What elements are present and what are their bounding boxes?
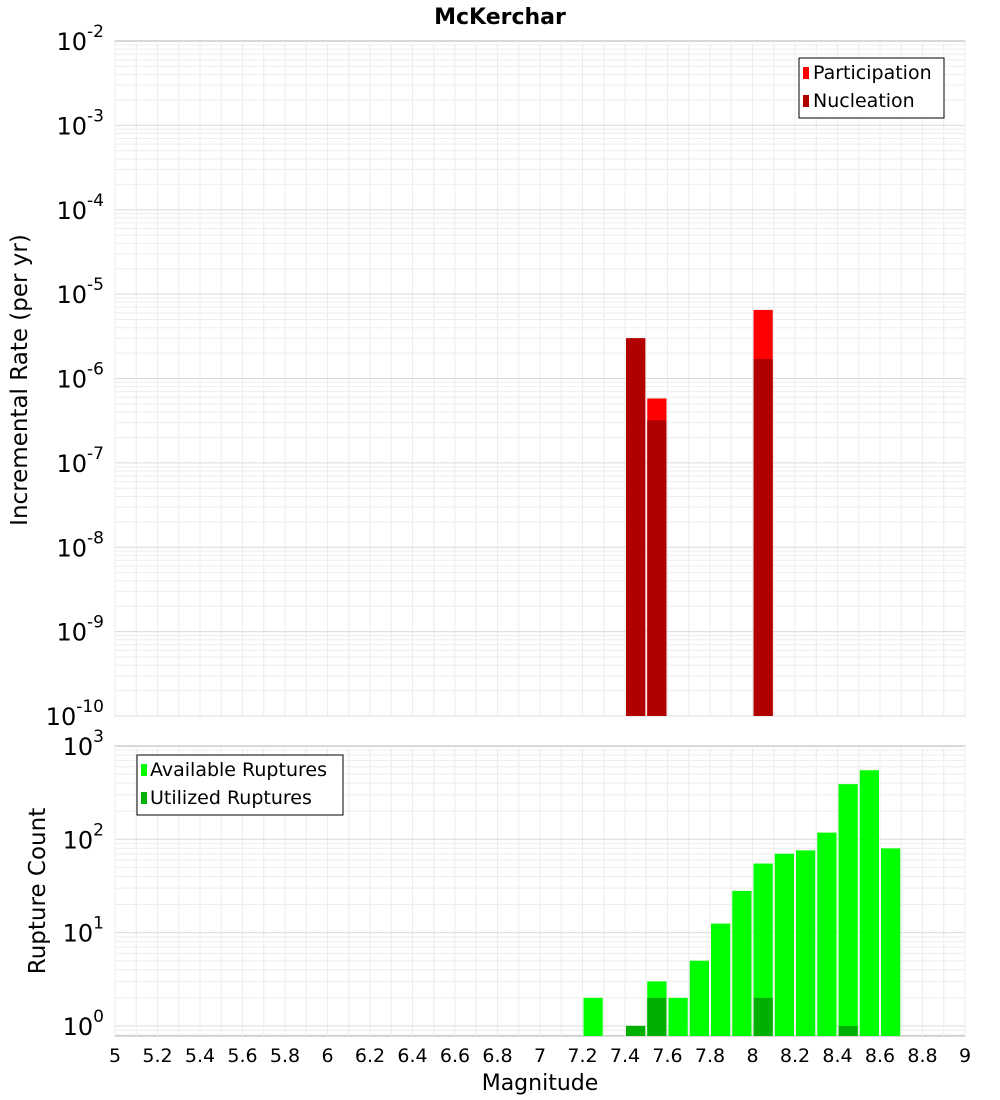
rate-y-tick-label: 10-3 — [57, 106, 105, 140]
rate-bars — [626, 309, 773, 716]
x-tick-label: 8.8 — [907, 1045, 937, 1067]
participation-legend-swatch — [803, 67, 809, 79]
count-bar-available-ruptures — [668, 997, 688, 1036]
rate-bar-nucleation — [626, 338, 646, 716]
count-bar-utilized-ruptures — [647, 997, 667, 1036]
count-bar-available-ruptures — [711, 923, 731, 1036]
rate-legend: Participation Nucleation — [798, 57, 945, 119]
count-bar-available-ruptures — [732, 890, 752, 1036]
count-bars — [583, 770, 901, 1036]
chart-title: McKerchar — [434, 5, 566, 30]
count-panel: 100 101 102 103 5 5.2 5.4 5.6 5.8 6 6.2 6.4 6.6 6.8 7… — [25, 727, 971, 1096]
count-bar-utilized-ruptures — [838, 1025, 858, 1036]
count-bar-available-ruptures — [689, 960, 709, 1036]
x-tick-label: 5.8 — [270, 1045, 300, 1067]
x-tick-label: 8.6 — [865, 1045, 895, 1067]
count-y-tick-labels: 100 101 102 103 — [63, 727, 104, 1041]
rate-y-tick-label: 10-7 — [57, 444, 105, 478]
rate-bar-nucleation — [647, 420, 667, 716]
count-bar-available-ruptures — [859, 770, 879, 1036]
rate-y-axis-label: Incremental Rate (per yr) — [7, 234, 33, 526]
x-tick-label: 5.6 — [227, 1045, 257, 1067]
count-legend: Available Ruptures Utilized Ruptures — [136, 754, 344, 816]
count-bar-available-ruptures — [817, 832, 837, 1036]
rate-y-tick-label: 10-2 — [57, 22, 105, 56]
count-bar-utilized-ruptures — [626, 1025, 646, 1036]
count-bar-available-ruptures — [838, 784, 858, 1036]
utilized-ruptures-legend-swatch — [141, 792, 147, 804]
count-x-tick-labels: 5 5.2 5.4 5.6 5.8 6 6.2 6.4 6.6 6.8 7 7.2 7.4 7.6 7.8 8… — [109, 1045, 971, 1067]
count-y-tick-label: 103 — [63, 727, 104, 761]
nucleation-legend-swatch — [803, 95, 809, 107]
x-tick-label: 7.2 — [567, 1045, 597, 1067]
x-tick-label: 8 — [746, 1045, 758, 1067]
count-y-tick-label: 101 — [63, 914, 104, 948]
count-bar-available-ruptures — [753, 863, 773, 1036]
utilized-ruptures-legend-label: Utilized Ruptures — [150, 787, 312, 809]
x-tick-label: 5.4 — [185, 1045, 215, 1067]
count-bar-available-ruptures — [881, 848, 901, 1036]
count-bar-available-ruptures — [796, 850, 816, 1036]
rate-y-tick-label: 10-8 — [57, 528, 105, 562]
x-tick-label: 7.8 — [695, 1045, 725, 1067]
x-tick-label: 8.2 — [780, 1045, 810, 1067]
x-tick-label: 6.4 — [397, 1045, 427, 1067]
rate-bar-nucleation — [753, 359, 773, 716]
rate-legend-box — [798, 57, 945, 119]
count-legend-box — [136, 754, 344, 816]
x-tick-label: 8.4 — [822, 1045, 852, 1067]
rate-y-tick-label: 10-4 — [57, 191, 105, 225]
rate-gridlines — [114, 41, 966, 717]
x-tick-label: 6.6 — [440, 1045, 470, 1067]
x-tick-label: 6.2 — [355, 1045, 385, 1067]
x-tick-label: 9 — [959, 1045, 971, 1067]
x-tick-label: 6.8 — [482, 1045, 512, 1067]
count-y-tick-label: 100 — [63, 1007, 104, 1041]
rate-y-tick-label: 10-10 — [46, 697, 104, 731]
x-tick-label: 7.6 — [652, 1045, 682, 1067]
available-ruptures-legend-label: Available Ruptures — [150, 759, 327, 781]
count-bar-utilized-ruptures — [753, 997, 773, 1036]
rate-y-tick-label: 10-6 — [57, 360, 105, 394]
nucleation-legend-label: Nucleation — [813, 90, 915, 112]
rate-y-tick-label: 10-5 — [57, 275, 105, 309]
count-y-axis-label: Rupture Count — [25, 808, 51, 974]
rate-panel: 10-10 10-9 10-8 10-7 10-6 10-5 10-4 10-3 10-2 In… — [7, 22, 966, 731]
x-tick-label: 5.2 — [142, 1045, 172, 1067]
rate-y-tick-labels: 10-10 10-9 10-8 10-7 10-6 10-5 10-4 10-3 10-2 — [46, 22, 104, 731]
x-tick-label: 7 — [534, 1045, 546, 1067]
rate-y-tick-label: 10-9 — [57, 613, 105, 647]
count-y-tick-label: 102 — [63, 820, 104, 854]
participation-legend-label: Participation — [813, 62, 932, 84]
x-tick-label: 5 — [109, 1045, 121, 1067]
x-tick-label: 6 — [321, 1045, 333, 1067]
x-tick-label: 7.4 — [610, 1045, 640, 1067]
count-bar-available-ruptures — [774, 853, 794, 1036]
count-bar-available-ruptures — [583, 997, 603, 1036]
x-axis-label: Magnitude — [482, 1071, 599, 1096]
available-ruptures-legend-swatch — [141, 764, 147, 776]
